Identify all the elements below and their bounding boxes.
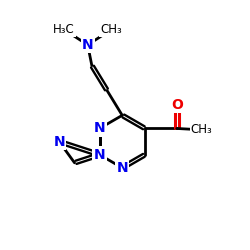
- Text: N: N: [94, 122, 105, 136]
- Text: N: N: [53, 134, 65, 148]
- Text: N: N: [94, 148, 105, 162]
- Text: H₃C: H₃C: [53, 23, 75, 36]
- Text: N: N: [94, 148, 105, 162]
- Text: CH₃: CH₃: [191, 123, 212, 136]
- Text: O: O: [171, 98, 183, 112]
- Text: N: N: [116, 161, 128, 175]
- Text: N: N: [82, 38, 94, 52]
- Text: CH₃: CH₃: [100, 23, 122, 36]
